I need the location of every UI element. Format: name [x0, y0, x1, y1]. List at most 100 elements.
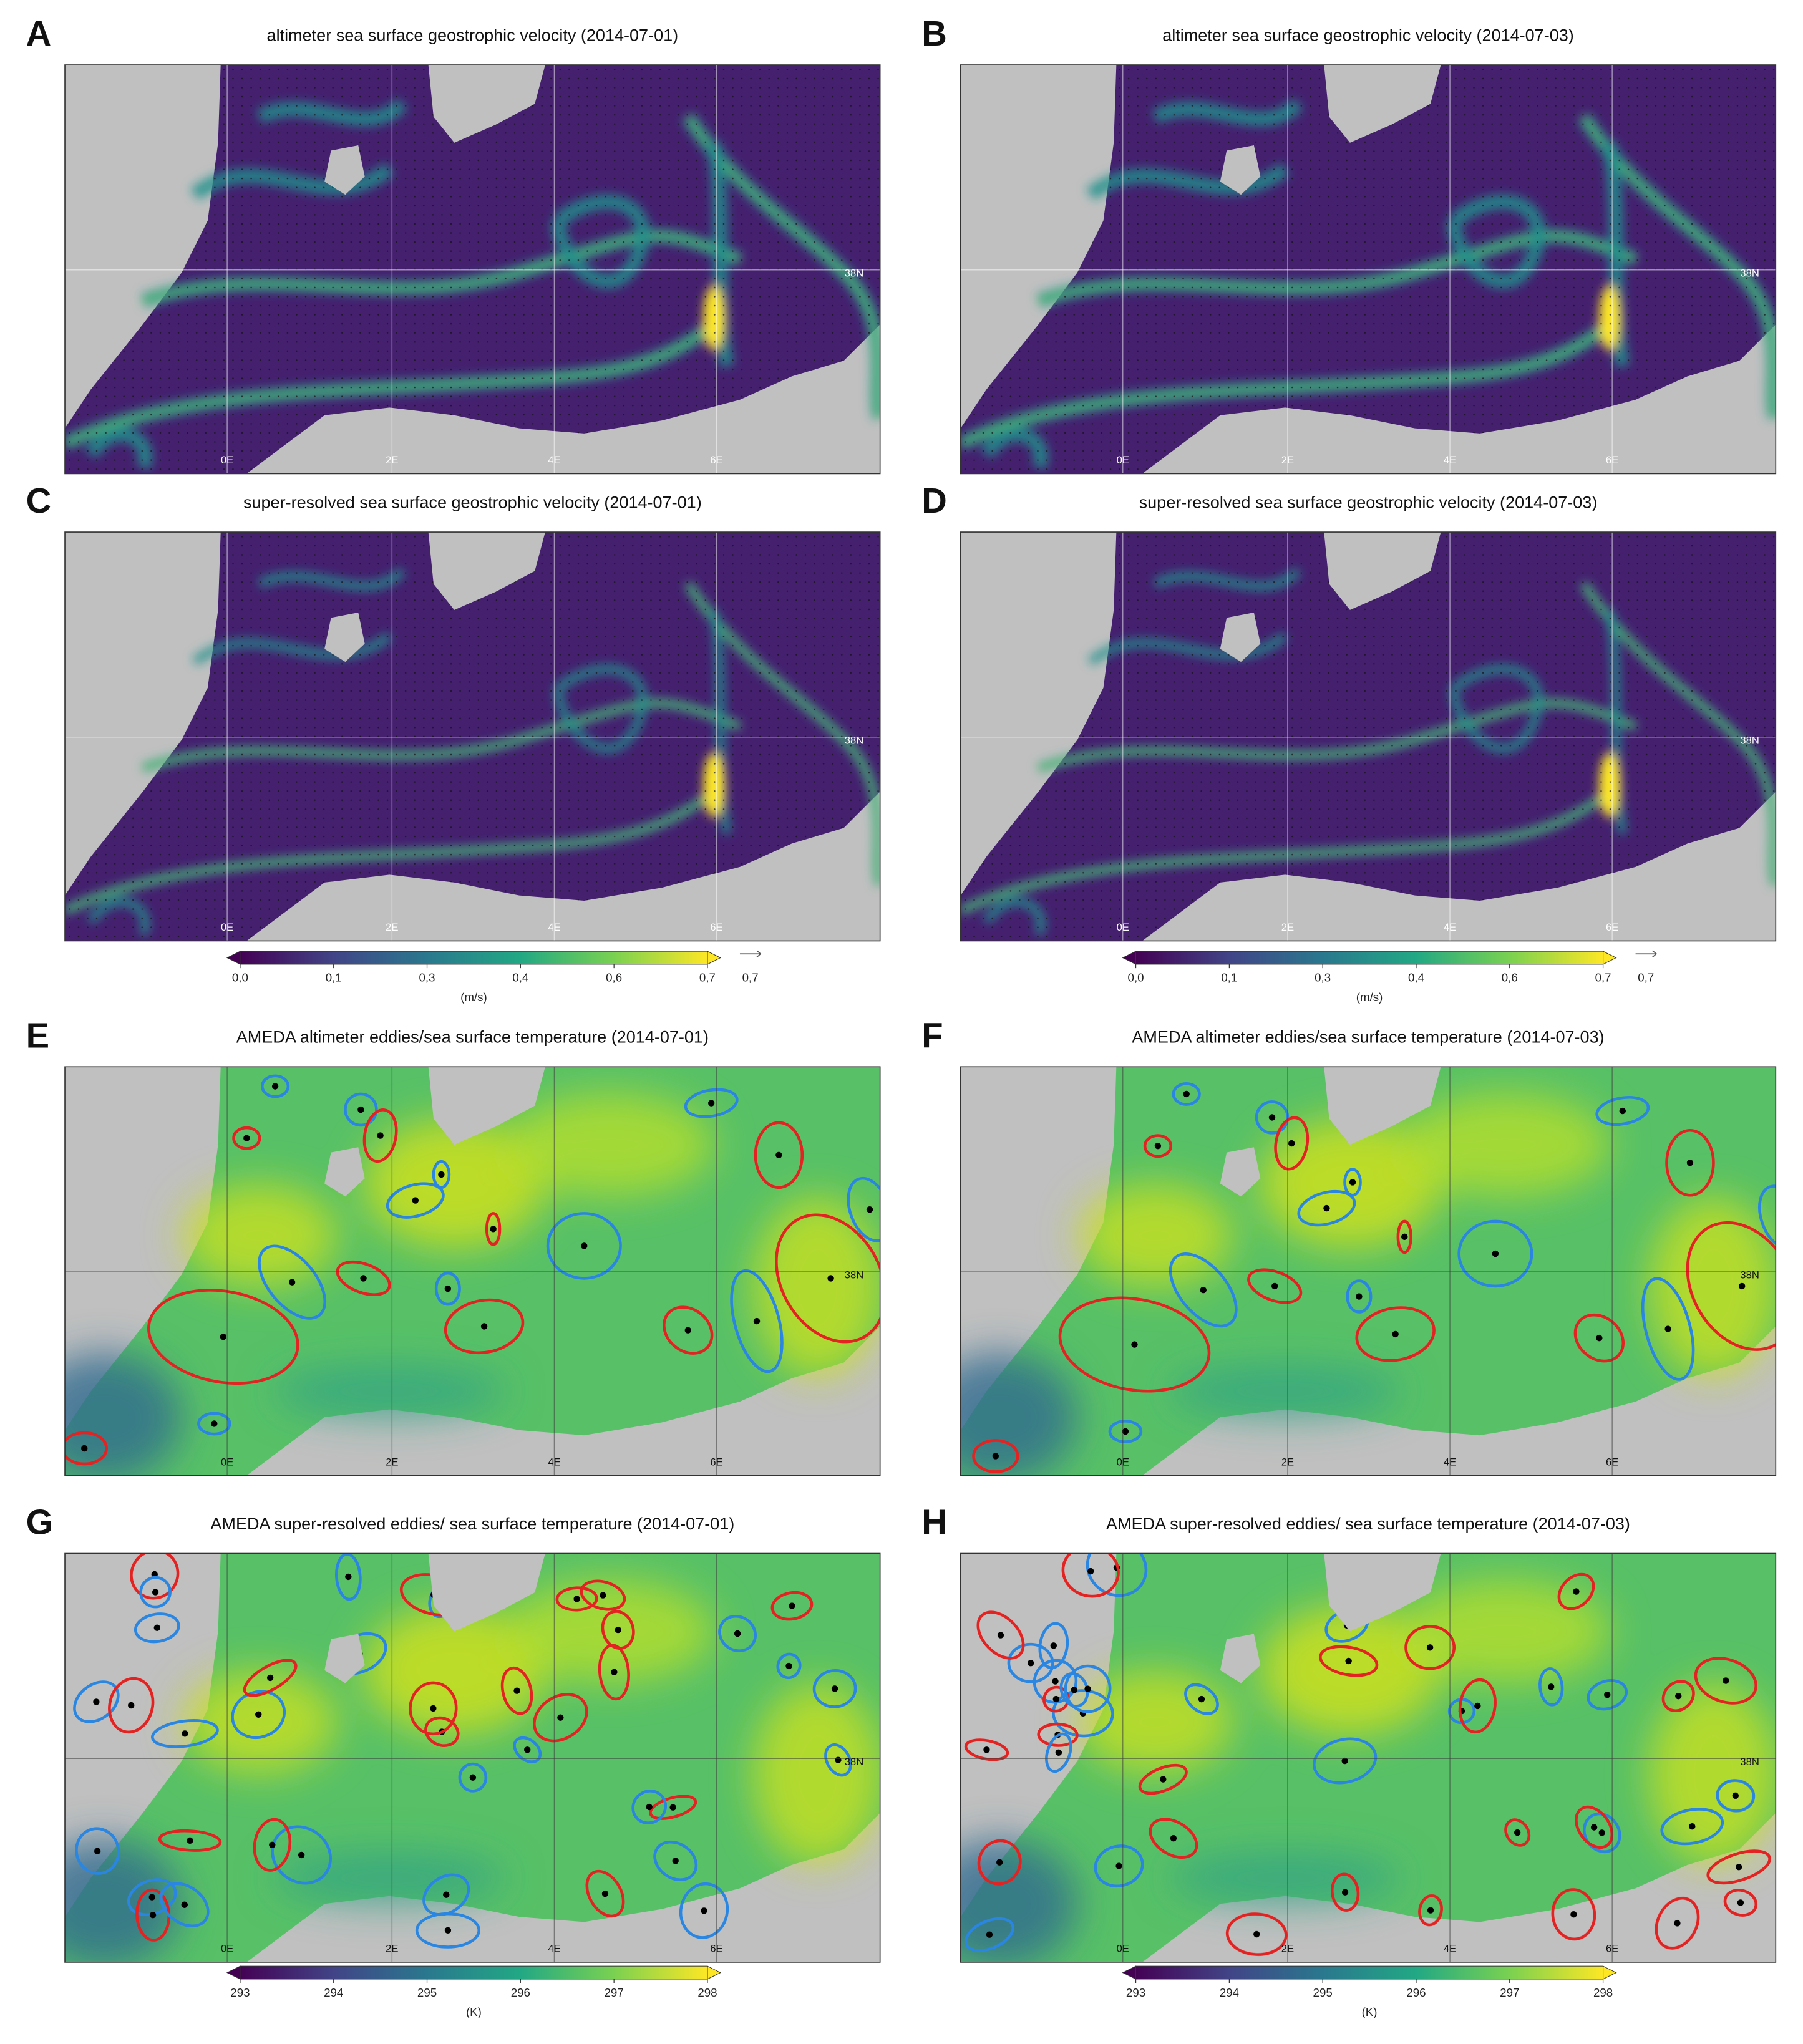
eddy-center [1253, 1930, 1260, 1938]
eddy-contour [458, 1762, 488, 1793]
panel-title: super-resolved sea surface geostrophic v… [243, 493, 702, 511]
eddy-contour [485, 1212, 502, 1246]
lon-label: 6E [1606, 454, 1618, 466]
island [324, 613, 365, 662]
eddy-contour [1504, 1818, 1531, 1847]
eddy-contour [601, 1610, 635, 1650]
reference-vector-label: 0,7 [1638, 971, 1654, 984]
lon-label: 2E [1281, 1943, 1294, 1955]
eddy-center [1154, 1142, 1162, 1150]
eddy-center [646, 1803, 653, 1811]
eddy-center [1732, 1792, 1739, 1799]
eddy-contour [151, 1719, 219, 1748]
eddy-contour [533, 1693, 588, 1743]
eddy-center [412, 1197, 419, 1204]
colorbar-unit: (K) [466, 2005, 482, 2018]
island [324, 145, 365, 195]
lon-label: 2E [1281, 1456, 1294, 1468]
eddy-center [1514, 1829, 1521, 1836]
island [428, 1067, 545, 1145]
panel-letter: B [921, 14, 947, 53]
lon-label: 6E [1606, 1456, 1618, 1468]
eddy-center [1426, 1644, 1434, 1651]
eddy-center [1341, 1757, 1348, 1765]
island [1220, 1147, 1261, 1197]
eddy-center [1288, 1140, 1295, 1147]
eddy-contour [1538, 1667, 1564, 1707]
colorbar: 0,0 0,1 0,3 0,4 0,6 0,7 (m/s) 0,7 [226, 950, 762, 1004]
eddy-contour [964, 1917, 1014, 1952]
eddy-center [94, 1848, 101, 1854]
eddy-contour [444, 1298, 525, 1355]
colorbar-over [1603, 1965, 1617, 1980]
island [1324, 1553, 1441, 1632]
map-area [65, 65, 880, 474]
lat-label: 38N [845, 734, 864, 746]
reference-arrowhead [1652, 950, 1658, 958]
eddy-contour [775, 1213, 880, 1344]
sst-anomaly [272, 1365, 507, 1418]
lon-label: 0E [1117, 1943, 1129, 1955]
colorbar-under [226, 951, 241, 965]
eddy-center [1570, 1911, 1577, 1918]
eddy-contour [718, 1614, 757, 1652]
eddy-contour [409, 1681, 458, 1736]
panel-frame [960, 1066, 1777, 1476]
eddy-contour [1225, 1912, 1288, 1956]
colorbar-tick-label: 294 [324, 1986, 343, 1999]
colorbar-over [707, 951, 721, 965]
map-area [960, 1553, 1776, 1962]
lon-label: 4E [548, 1943, 560, 1955]
eddy-contour [243, 1659, 298, 1697]
sst-field [65, 1579, 880, 1962]
lon-label: 0E [1117, 1456, 1129, 1468]
colorbar-tick-label: 0,1 [326, 971, 342, 984]
eddy-contour [1045, 1732, 1072, 1773]
eddy-contour [1587, 1679, 1628, 1711]
velocity-vectors [65, 532, 880, 941]
sst-anomaly [960, 1352, 1077, 1476]
colorbar-unit: (m/s) [460, 991, 487, 1004]
velocity-vectors [960, 65, 1776, 474]
eddy-center [211, 1420, 218, 1427]
eddy-center [1401, 1233, 1408, 1241]
eddy-center [1392, 1330, 1399, 1338]
eddy-center [983, 1746, 990, 1753]
eddy-center [443, 1891, 450, 1898]
eddy-contour [1138, 1763, 1188, 1795]
eddy-center [1737, 1899, 1744, 1906]
eddy-center [1198, 1695, 1205, 1703]
eddy-center [187, 1837, 193, 1844]
panel-title: AMEDA altimeter eddies/sea surface tempe… [236, 1028, 709, 1047]
eddy-contour [231, 1690, 286, 1739]
eddy-center [600, 1592, 606, 1599]
eddy-center [151, 1571, 158, 1578]
eddy-contour [434, 1271, 461, 1306]
eddy-center [581, 1242, 588, 1249]
eddy-contour [1557, 1572, 1595, 1610]
colorbar-tick-label: 297 [1500, 1986, 1519, 1999]
panel-letter: F [921, 1015, 943, 1055]
eddy-center [734, 1630, 741, 1637]
colorbar: 293 294 295 296 297 298 (K) [226, 1965, 721, 2018]
sst-anomaly [752, 1196, 880, 1378]
eddy-contour [631, 1790, 668, 1824]
lat-label: 38N [1740, 734, 1759, 746]
eddy-center [672, 1858, 679, 1864]
colorbar-tick-label: 0,3 [1315, 971, 1331, 984]
colorbar: 293 294 295 296 297 298 (K) [1122, 1965, 1617, 2018]
lon-label: 2E [1281, 454, 1294, 466]
eddy-contour [977, 1839, 1022, 1886]
eddy-contour [1404, 1625, 1456, 1670]
eddy-contour [513, 1736, 542, 1763]
colorbar-under [1122, 1965, 1137, 1980]
sst-anomaly [1648, 1196, 1776, 1378]
eddy-contour [684, 1088, 739, 1118]
sst-anomaly [1077, 1670, 1233, 1775]
colorbar-tick-label: 0,0 [232, 971, 248, 984]
eddy-center [775, 1151, 782, 1158]
eddy-contour [1330, 1872, 1360, 1912]
lat-label: 38N [1740, 1756, 1759, 1768]
eddy-contour [1058, 1296, 1211, 1393]
sst-anomaly [1648, 1683, 1776, 1865]
